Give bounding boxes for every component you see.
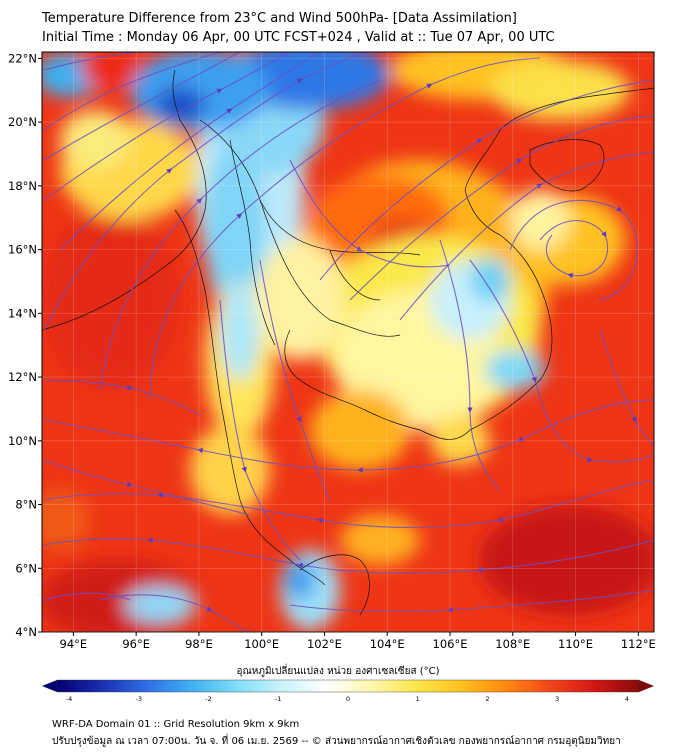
colorbar-tick-label: -1 [275, 695, 281, 703]
lat-tick-label: 18°N [8, 179, 37, 193]
colorbar-tick-label: 4 [625, 695, 629, 703]
lat-tick-label: 4°N [15, 625, 37, 639]
colorbar-ticks: -4 -3 -2 -1 0 1 2 3 4 [66, 695, 629, 703]
colorbar-min-arrow [42, 680, 57, 692]
longitude-axis: 94°E 96°E 98°E 100°E 102°E 104°E 106°E 108°E 110… [60, 52, 656, 651]
colorbar-tick-label: 3 [555, 695, 559, 703]
lon-tick-label: 102°E [307, 637, 342, 651]
map-title: Temperature Difference from 23°C and Win… [42, 11, 517, 26]
lon-tick-label: 96°E [122, 637, 150, 651]
lat-tick-label: 8°N [15, 498, 37, 512]
lon-tick-label: 110°E [558, 637, 593, 651]
lat-tick-label: 6°N [15, 561, 37, 575]
lat-tick-label: 10°N [8, 434, 37, 448]
lat-tick-label: 20°N [8, 115, 37, 129]
lat-tick-label: 16°N [8, 243, 37, 257]
colorbar-tick-label: -3 [136, 695, 142, 703]
map-subtitle: Initial Time : Monday 06 Apr, 00 UTC FCS… [42, 30, 555, 45]
lon-tick-label: 104°E [370, 637, 405, 651]
colorbar-tick-label: 2 [485, 695, 489, 703]
lon-tick-label: 106°E [433, 637, 468, 651]
lon-tick-label: 94°E [60, 637, 88, 651]
plot-frame [41, 51, 655, 633]
lon-tick-label: 112°E [621, 637, 656, 651]
lon-tick-label: 108°E [495, 637, 530, 651]
wind-streamlines [43, 52, 654, 632]
colorbar-max-arrow [639, 680, 654, 692]
lat-tick-label: 14°N [8, 306, 37, 320]
colorbar-tick-label: -2 [205, 695, 211, 703]
footer-credit: ปรับปรุงข้อมูล ณ เวลา 07:00น. วัน จ. ที่… [52, 736, 621, 747]
colorbar-tick-label: 1 [416, 695, 420, 703]
latitude-axis: 4°N 6°N 8°N 10°N 12°N 14°N 16°N 18°N 20°N 22°N [8, 51, 654, 639]
lat-tick-label: 12°N [8, 370, 37, 384]
lon-tick-label: 98°E [185, 637, 213, 651]
colorbar-bar [56, 679, 640, 693]
lat-tick-label: 22°N [8, 51, 37, 65]
colorbar-title: อุณหภูมิเปลี่ยนแปลง หน่วย องศาเซลเซียส (… [236, 666, 440, 677]
plot-area [42, 52, 654, 632]
lon-tick-label: 100°E [244, 637, 279, 651]
footer-model-info: WRF-DA Domain 01 :: Grid Resolution 9km … [52, 719, 300, 730]
colorbar: -4 -3 -2 -1 0 1 2 3 4 [42, 679, 654, 703]
colorbar-tick-label: -4 [66, 695, 72, 703]
colorbar-tick-label: 0 [346, 695, 350, 703]
